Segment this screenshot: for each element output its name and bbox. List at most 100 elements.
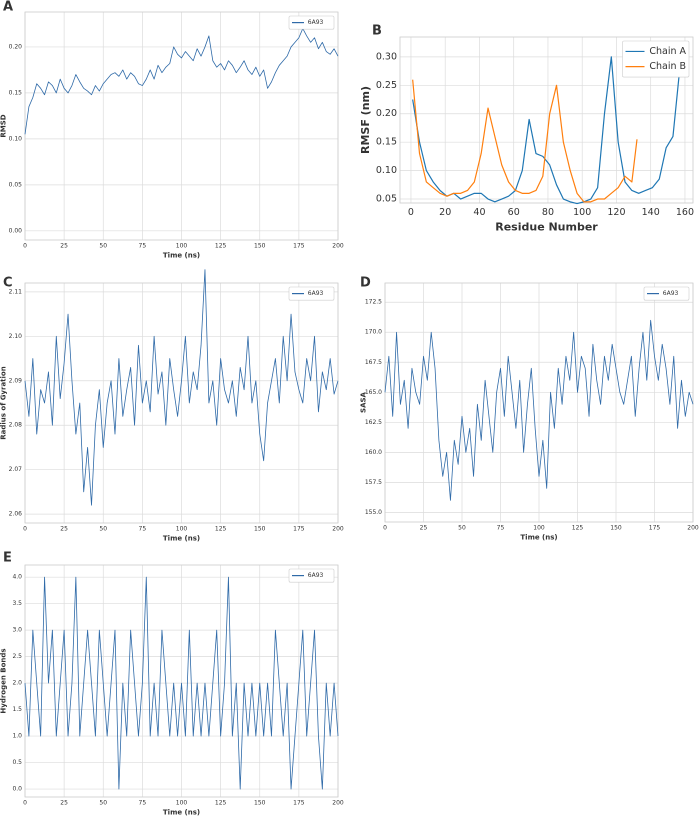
legend-label: Chain B — [649, 61, 686, 72]
x-tick-label: 100 — [533, 525, 545, 532]
legend-label: 6A93 — [308, 572, 324, 579]
legend-box — [288, 568, 335, 583]
y-tick-label: 162.5 — [365, 419, 382, 426]
x-tick-label: 80 — [542, 207, 554, 218]
y-tick-label: 160.0 — [365, 449, 382, 456]
series-line — [412, 56, 681, 205]
x-tick-label: 100 — [176, 526, 188, 533]
panel-label: A — [3, 0, 13, 15]
y-tick-label: 0.15 — [9, 89, 23, 96]
legend-label: 6A93 — [308, 290, 324, 297]
y-tick-label: 0.25 — [376, 80, 397, 91]
series-line — [24, 576, 339, 790]
x-tick-label: 75 — [139, 526, 147, 533]
panel: D 155.0 157.5 160.0 162.5 165.0 167.5 170.0 172.… — [359, 276, 699, 542]
panel: C 2.06 2.07 2.08 2.09 2.10 2.11 0 25 50 75 100 125 15… — [0, 269, 344, 543]
x-tick-label: 0 — [383, 525, 387, 532]
x-axis-label: Time (ns) — [163, 809, 200, 817]
panel: E 0.0 0.5 1.0 1.5 2.0 2.5 3.0 3.5 4.0 0 25 50 75 100 12… — [0, 551, 344, 817]
plot-frame — [24, 564, 339, 798]
x-tick-label: 0 — [23, 800, 27, 807]
y-tick-label: 2.07 — [9, 466, 23, 473]
y-tick-label: 172.5 — [365, 299, 382, 306]
x-tick-label: 25 — [60, 243, 68, 250]
plot-frame — [24, 282, 339, 524]
y-axis-label: RMSF (nm) — [359, 86, 372, 154]
x-tick-label: 175 — [293, 526, 305, 533]
x-axis-label: Residue Number — [495, 221, 598, 234]
panel-label: E — [3, 551, 12, 566]
y-tick-label: 155.0 — [365, 509, 382, 516]
y-tick-label: 0.15 — [376, 137, 397, 148]
y-axis-label: Hydrogen Bonds — [0, 648, 7, 713]
x-tick-label: 25 — [60, 800, 68, 807]
y-tick-label: 2.10 — [9, 333, 23, 340]
y-tick-label: 157.5 — [365, 479, 382, 486]
series-line — [24, 28, 339, 135]
x-tick-label: 0 — [23, 243, 27, 250]
x-tick-label: 60 — [508, 207, 520, 218]
legend-label: Chain A — [649, 46, 686, 57]
panel: A 0.00 0.05 0.10 0.15 0.20 0 25 50 75 100 125 150 175… — [0, 0, 344, 260]
x-tick-label: 100 — [176, 243, 188, 250]
y-tick-label: 2.5 — [12, 653, 22, 660]
x-tick-label: 150 — [610, 525, 622, 532]
x-tick-label: 175 — [293, 243, 305, 250]
y-tick-label: 3.5 — [12, 600, 22, 607]
legend-label: 6A93 — [308, 19, 324, 26]
legend-box — [622, 40, 690, 78]
panel-label: D — [360, 276, 371, 291]
x-tick-label: 75 — [497, 525, 505, 532]
y-tick-label: 3.0 — [12, 627, 22, 634]
x-tick-label: 125 — [215, 243, 227, 250]
y-tick-label: 1.0 — [12, 733, 22, 740]
legend-label: 6A93 — [663, 290, 679, 297]
legend-box — [643, 286, 690, 301]
y-tick-label: 0.05 — [376, 194, 397, 205]
panel-label: C — [3, 276, 13, 291]
x-tick-label: 200 — [332, 800, 344, 807]
y-tick-label: 0.00 — [9, 227, 23, 234]
x-tick-label: 150 — [254, 243, 266, 250]
x-tick-label: 25 — [60, 526, 68, 533]
x-tick-label: 175 — [649, 525, 661, 532]
x-tick-label: 50 — [99, 800, 107, 807]
panel: B 0.05 0.10 0.15 0.20 0.25 0.30 0 20 40 60 80 100 120… — [359, 24, 694, 234]
y-tick-label: 2.0 — [12, 680, 22, 687]
plot-frame — [384, 282, 694, 523]
x-tick-label: 75 — [139, 800, 147, 807]
x-tick-label: 150 — [254, 800, 266, 807]
x-axis-label: Time (ns) — [520, 534, 557, 542]
x-tick-label: 200 — [687, 525, 699, 532]
x-tick-label: 140 — [642, 207, 660, 218]
x-tick-label: 0 — [408, 207, 414, 218]
x-tick-label: 100 — [573, 207, 591, 218]
y-tick-label: 0.05 — [9, 181, 23, 188]
x-tick-label: 150 — [254, 526, 266, 533]
x-tick-label: 160 — [676, 207, 694, 218]
y-tick-label: 165.0 — [365, 389, 382, 396]
y-tick-label: 0.10 — [9, 135, 23, 142]
x-tick-label: 125 — [215, 526, 227, 533]
series-line — [384, 319, 694, 501]
x-tick-label: 50 — [99, 526, 107, 533]
x-tick-label: 125 — [215, 800, 227, 807]
x-axis-label: Time (ns) — [163, 535, 200, 543]
y-tick-label: 0.0 — [12, 786, 22, 793]
y-tick-label: 0.20 — [9, 43, 23, 50]
y-tick-label: 170.0 — [365, 329, 382, 336]
y-tick-label: 167.5 — [365, 359, 382, 366]
y-tick-label: 0.5 — [12, 759, 22, 766]
y-tick-label: 2.09 — [9, 377, 23, 384]
y-tick-label: 1.5 — [12, 706, 22, 713]
y-axis-label: Radius of Gyration — [0, 366, 7, 439]
y-tick-label: 2.06 — [9, 511, 23, 518]
y-axis-label: SASA — [359, 391, 367, 413]
legend-box — [288, 286, 335, 301]
x-tick-label: 175 — [293, 800, 305, 807]
panel-label: B — [372, 24, 382, 39]
x-tick-label: 75 — [139, 243, 147, 250]
x-tick-label: 0 — [23, 526, 27, 533]
x-tick-label: 125 — [572, 525, 584, 532]
